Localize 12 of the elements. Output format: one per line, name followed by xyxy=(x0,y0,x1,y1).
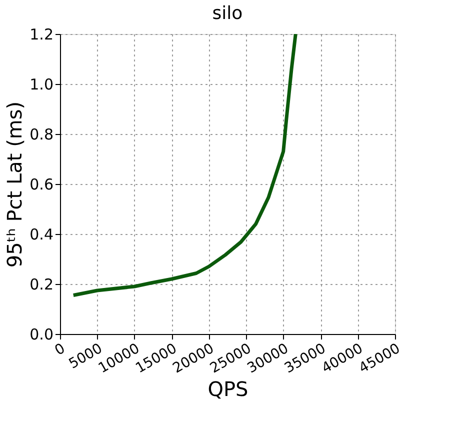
line-series xyxy=(72,34,298,297)
chart-title: silo xyxy=(212,3,243,24)
x-tick-label: 0 xyxy=(52,340,68,359)
y-tick-label: 0.8 xyxy=(30,126,54,144)
y-tick-label: 0.2 xyxy=(30,276,54,294)
y-tick-label: 1.2 xyxy=(30,26,54,44)
y-tick-label: 0.6 xyxy=(30,176,54,194)
y-tick-label: 1.0 xyxy=(30,76,54,94)
y-tick-label: 0.0 xyxy=(30,326,54,344)
x-axis-title: QPS xyxy=(208,376,248,401)
y-axis-title: 95ᵗʰ Pct Lat (ms) xyxy=(2,101,27,268)
y-tick-label: 0.4 xyxy=(30,226,54,244)
